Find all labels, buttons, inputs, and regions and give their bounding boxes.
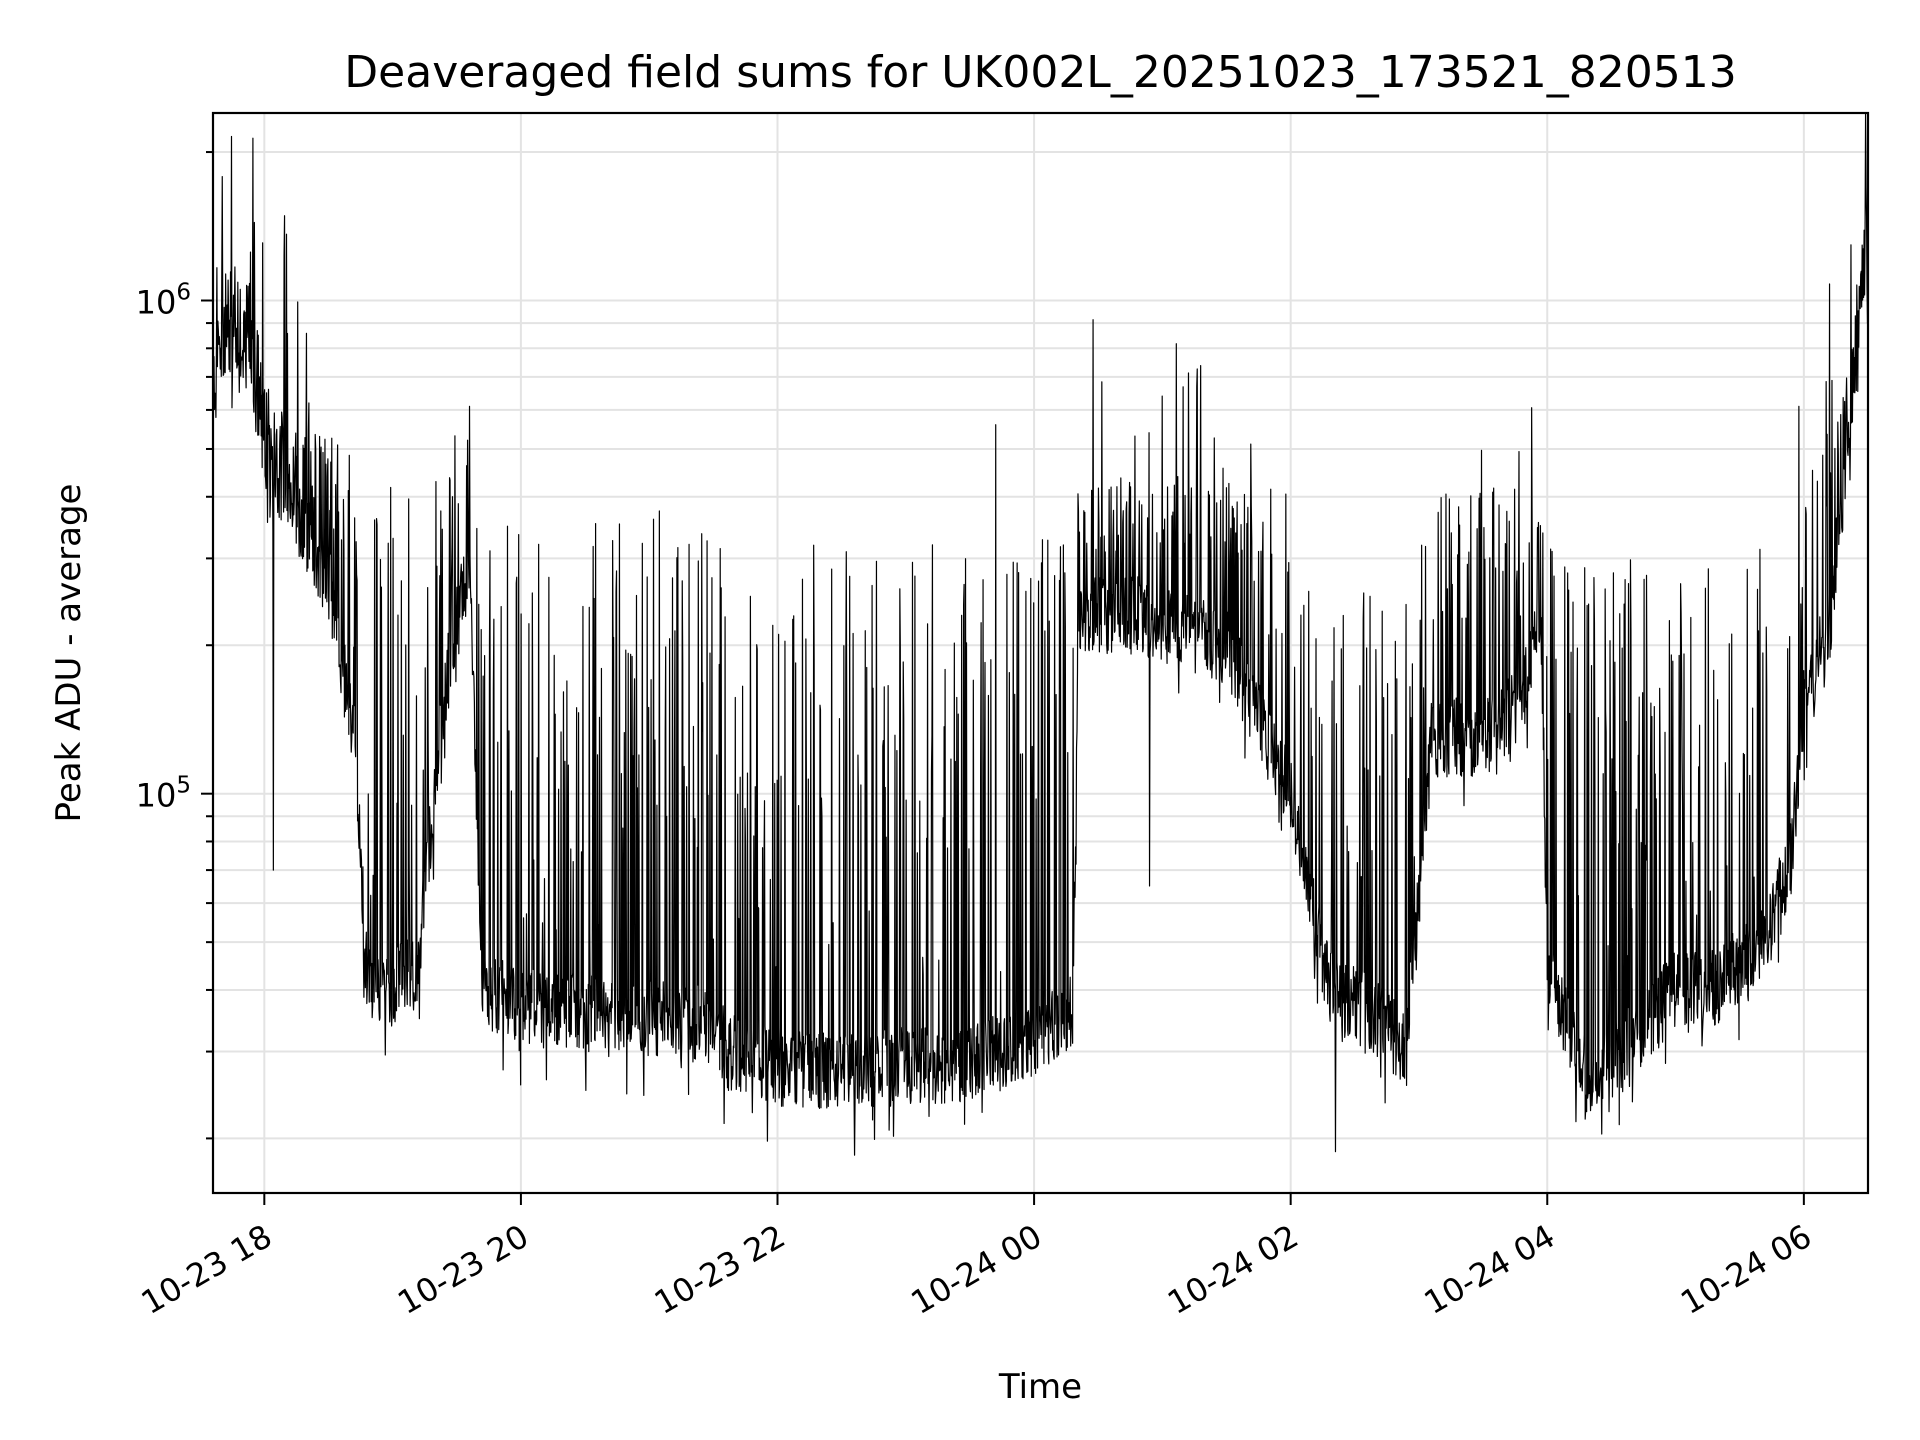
y-axis-label: Peak ADU - average (49, 484, 89, 823)
data-series-line (212, 112, 1869, 1156)
y-axis: 105 106 (136, 151, 213, 1140)
x-axis-label: Time (998, 1367, 1082, 1407)
plot-area-frame (211, 111, 1870, 1195)
chart-title: Deaveraged field sums for UK002L_2025102… (344, 47, 1736, 98)
y-tick-label: 105 (136, 773, 191, 815)
y-tick-label: 106 (136, 280, 191, 322)
series-group (212, 112, 1869, 1156)
